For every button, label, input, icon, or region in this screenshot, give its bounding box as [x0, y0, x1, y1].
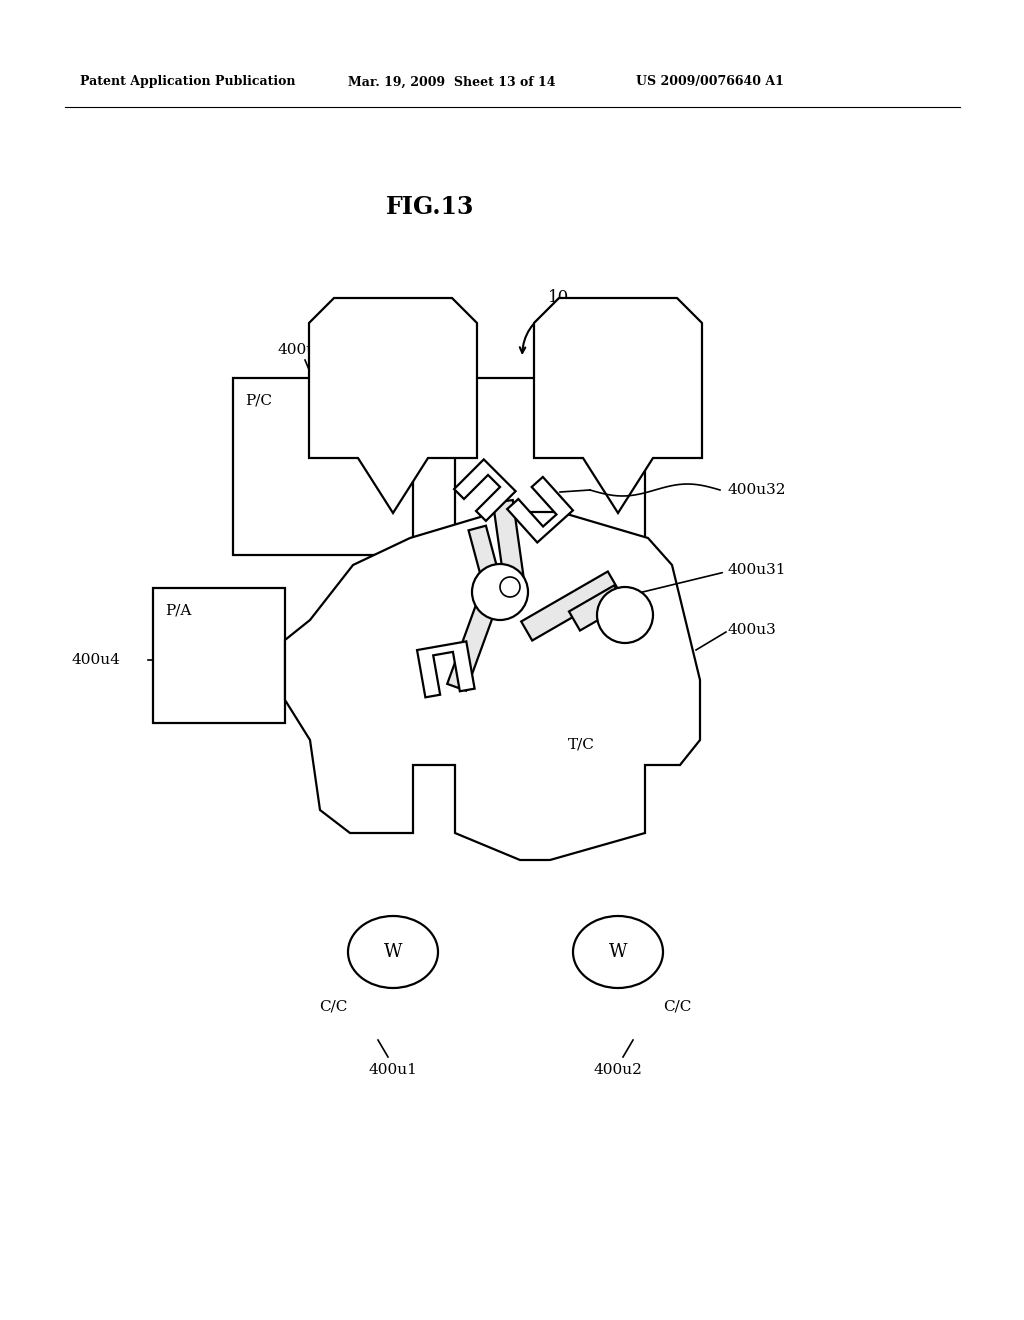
Text: W: W [608, 942, 628, 961]
Polygon shape [309, 298, 477, 513]
Polygon shape [493, 500, 525, 590]
Polygon shape [454, 459, 516, 521]
Polygon shape [469, 525, 502, 589]
Text: 400u6: 400u6 [544, 343, 593, 356]
Text: P/A: P/A [165, 603, 191, 616]
Text: 400u3: 400u3 [728, 623, 777, 638]
Text: 400u32: 400u32 [728, 483, 786, 498]
Text: P/C: P/C [606, 393, 633, 407]
Text: C/C: C/C [319, 1001, 347, 1014]
Polygon shape [447, 599, 497, 690]
Text: C/C: C/C [664, 1001, 692, 1014]
Circle shape [500, 577, 520, 597]
Bar [153, 587, 285, 723]
Text: Mar. 19, 2009  Sheet 13 of 14: Mar. 19, 2009 Sheet 13 of 14 [348, 75, 555, 88]
Polygon shape [521, 572, 618, 640]
Text: 400u1: 400u1 [369, 1063, 418, 1077]
Text: P/C: P/C [245, 393, 272, 407]
Circle shape [472, 564, 528, 620]
Polygon shape [417, 642, 474, 697]
Text: 400u4: 400u4 [72, 653, 121, 667]
Text: FIG.13: FIG.13 [386, 195, 474, 219]
Text: T/C: T/C [568, 738, 595, 752]
Polygon shape [569, 586, 625, 631]
Text: 10: 10 [548, 289, 569, 306]
Text: Patent Application Publication: Patent Application Publication [80, 75, 296, 88]
Bar [455, 378, 645, 554]
Polygon shape [285, 512, 700, 861]
Text: US 2009/0076640 A1: US 2009/0076640 A1 [636, 75, 784, 88]
Polygon shape [507, 477, 573, 543]
Text: W: W [384, 942, 402, 961]
Ellipse shape [348, 916, 438, 987]
Bar [233, 378, 413, 554]
Ellipse shape [573, 916, 663, 987]
Text: 400u2: 400u2 [594, 1063, 642, 1077]
Text: 400u5: 400u5 [278, 343, 327, 356]
Text: 400u31: 400u31 [728, 564, 786, 577]
Circle shape [597, 587, 653, 643]
Polygon shape [534, 298, 702, 513]
